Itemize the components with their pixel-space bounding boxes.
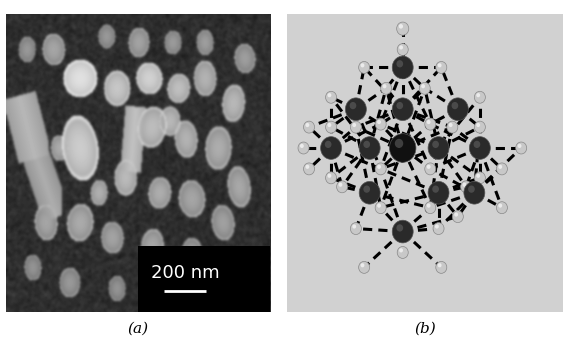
Circle shape: [360, 263, 364, 268]
Circle shape: [375, 202, 386, 214]
Circle shape: [460, 181, 472, 193]
Circle shape: [397, 44, 408, 56]
Circle shape: [300, 144, 304, 148]
Circle shape: [397, 224, 403, 232]
Circle shape: [452, 102, 458, 109]
Circle shape: [426, 120, 430, 124]
Circle shape: [433, 223, 444, 235]
Circle shape: [298, 142, 309, 154]
Circle shape: [399, 45, 403, 49]
Circle shape: [474, 91, 486, 103]
Circle shape: [350, 102, 356, 109]
Circle shape: [377, 203, 381, 208]
Circle shape: [352, 224, 356, 228]
Circle shape: [447, 121, 458, 133]
Circle shape: [454, 212, 458, 217]
Circle shape: [497, 163, 507, 175]
Circle shape: [498, 165, 502, 169]
Text: 200 nm: 200 nm: [151, 264, 220, 282]
Circle shape: [336, 181, 348, 193]
Circle shape: [360, 63, 364, 68]
Circle shape: [339, 182, 342, 187]
Bar: [138, 247, 270, 312]
Circle shape: [476, 123, 480, 127]
Circle shape: [350, 223, 362, 235]
Text: (a): (a): [127, 322, 148, 336]
Circle shape: [425, 163, 436, 175]
Circle shape: [359, 61, 370, 73]
Circle shape: [498, 203, 502, 208]
Circle shape: [328, 174, 331, 178]
Circle shape: [328, 93, 331, 97]
Circle shape: [426, 203, 430, 208]
Circle shape: [304, 121, 315, 133]
Circle shape: [346, 98, 366, 120]
Circle shape: [421, 84, 425, 88]
Circle shape: [463, 182, 466, 187]
Circle shape: [363, 186, 370, 193]
Circle shape: [377, 120, 381, 124]
Circle shape: [397, 102, 403, 109]
Circle shape: [397, 60, 403, 68]
Circle shape: [375, 163, 386, 175]
Circle shape: [399, 24, 403, 29]
Circle shape: [304, 163, 315, 175]
Circle shape: [375, 118, 386, 130]
Circle shape: [447, 98, 468, 120]
Circle shape: [515, 142, 527, 154]
Circle shape: [438, 263, 441, 268]
Circle shape: [397, 22, 409, 35]
Circle shape: [432, 141, 439, 148]
Circle shape: [325, 91, 336, 103]
Circle shape: [518, 144, 521, 148]
Circle shape: [325, 172, 336, 184]
Circle shape: [392, 56, 413, 79]
Circle shape: [428, 137, 449, 159]
Circle shape: [325, 121, 336, 133]
Circle shape: [426, 165, 430, 169]
Circle shape: [470, 137, 490, 159]
Circle shape: [425, 118, 436, 130]
Circle shape: [476, 93, 480, 97]
Circle shape: [438, 63, 441, 68]
Circle shape: [468, 186, 475, 193]
Circle shape: [305, 165, 309, 169]
Circle shape: [497, 202, 507, 214]
Circle shape: [397, 247, 408, 258]
Circle shape: [395, 139, 404, 148]
Circle shape: [449, 123, 452, 127]
Circle shape: [435, 224, 439, 228]
Circle shape: [419, 82, 430, 94]
Circle shape: [474, 121, 486, 133]
Circle shape: [425, 202, 436, 214]
Circle shape: [464, 181, 485, 204]
Circle shape: [392, 98, 413, 120]
Circle shape: [392, 220, 413, 243]
Circle shape: [359, 261, 370, 273]
Circle shape: [383, 84, 386, 88]
Circle shape: [474, 172, 486, 184]
Circle shape: [381, 82, 391, 94]
Circle shape: [432, 186, 439, 193]
Circle shape: [377, 165, 381, 169]
Circle shape: [474, 141, 480, 148]
Circle shape: [352, 123, 356, 127]
Circle shape: [305, 123, 309, 127]
Circle shape: [359, 181, 380, 204]
Circle shape: [321, 137, 342, 159]
Circle shape: [363, 141, 370, 148]
Circle shape: [328, 123, 331, 127]
Circle shape: [399, 248, 403, 252]
Circle shape: [325, 141, 332, 148]
Circle shape: [436, 261, 447, 273]
Circle shape: [452, 211, 463, 223]
Circle shape: [359, 137, 380, 159]
Circle shape: [476, 174, 480, 178]
Circle shape: [436, 61, 447, 73]
Circle shape: [350, 121, 362, 133]
Text: (b): (b): [414, 322, 436, 336]
Circle shape: [390, 134, 416, 162]
Circle shape: [428, 181, 449, 204]
